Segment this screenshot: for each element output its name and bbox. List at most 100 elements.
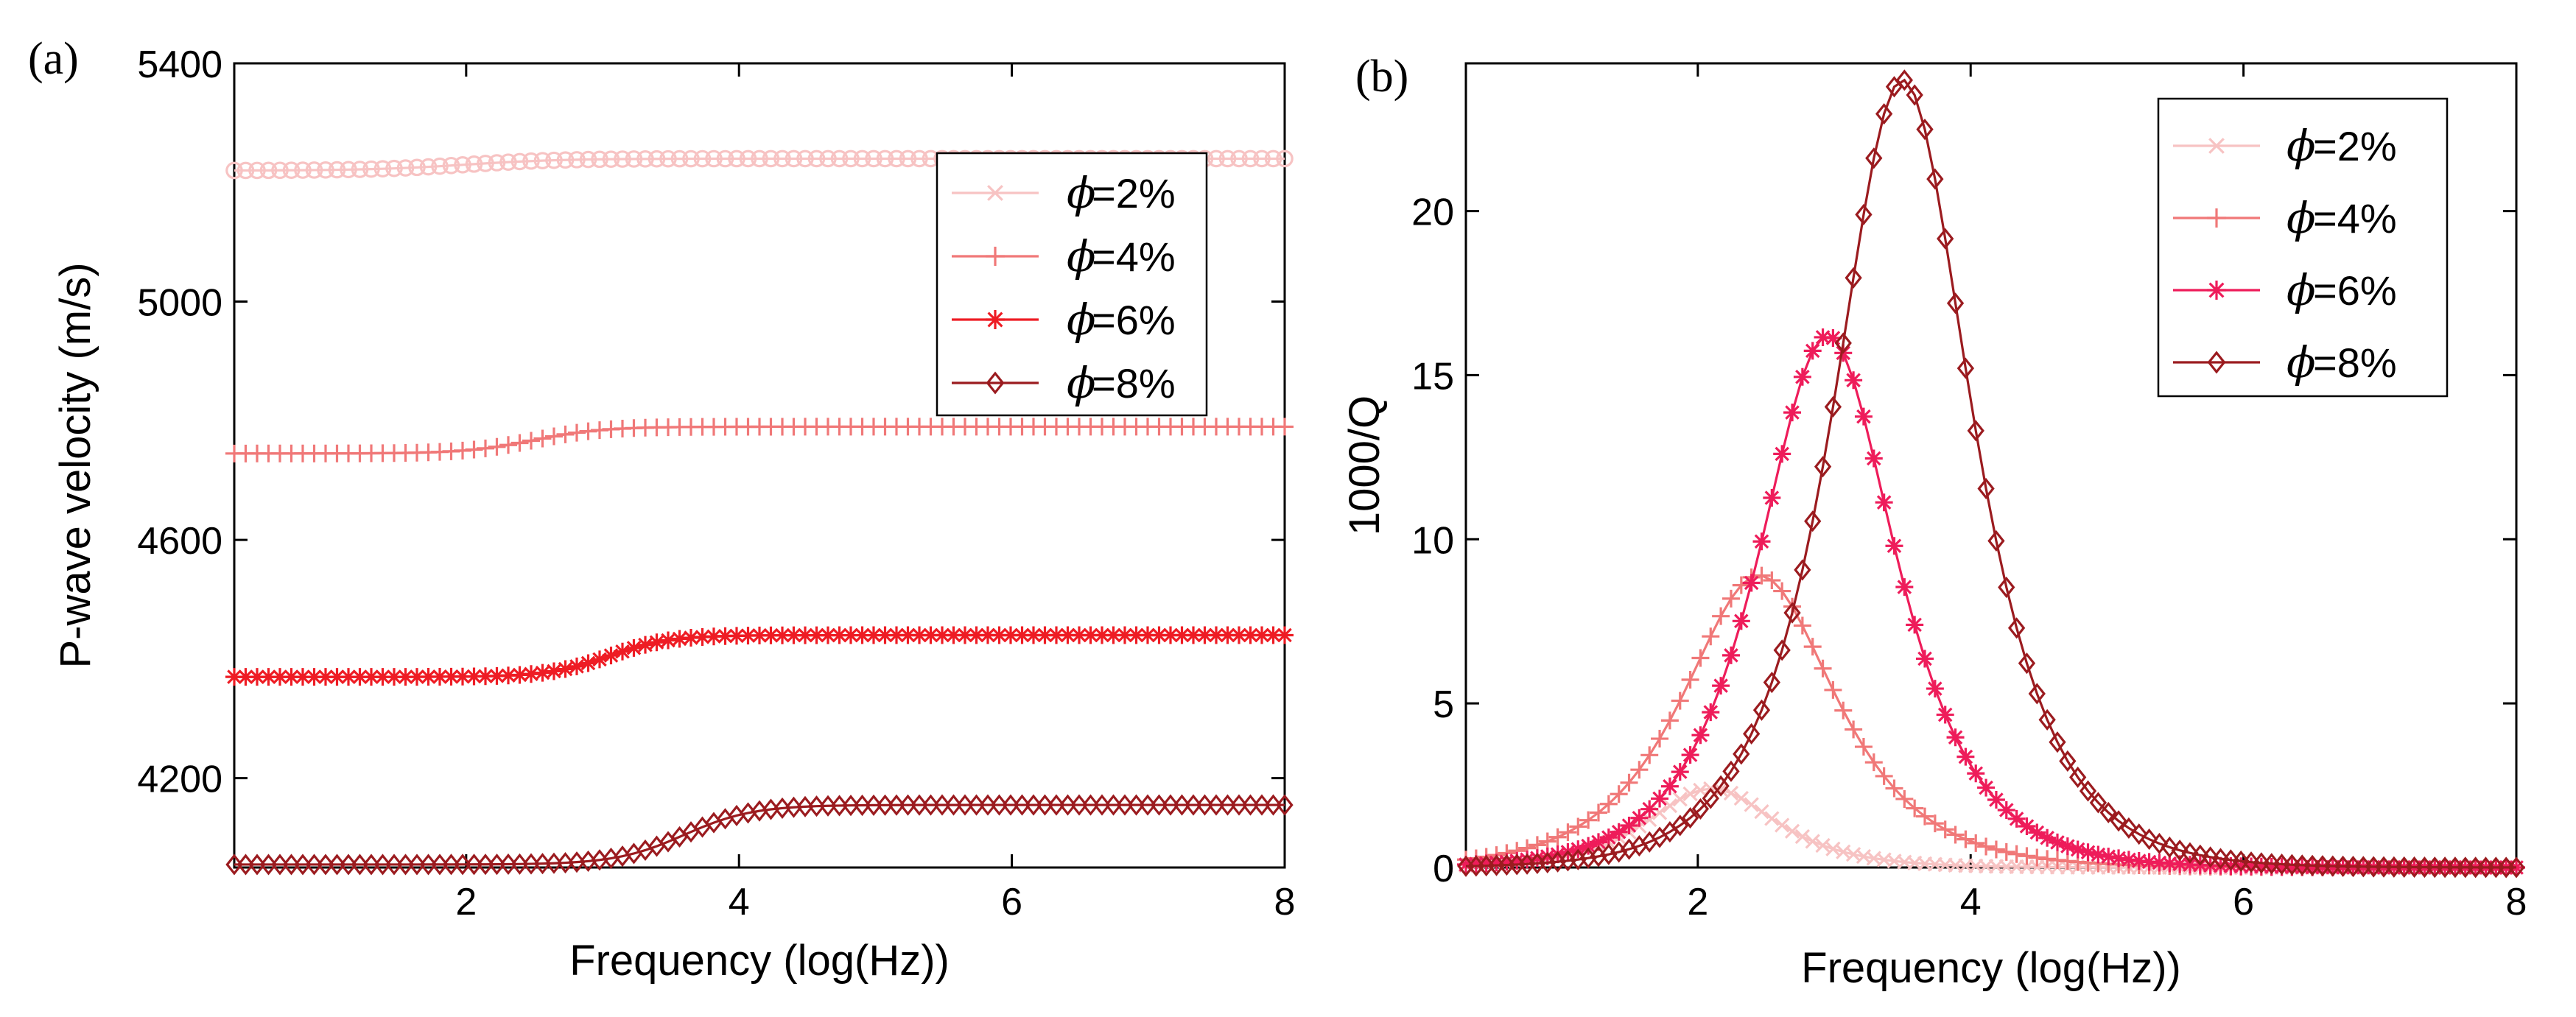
panel-a-point bbox=[910, 794, 928, 816]
panel-b-point bbox=[1803, 342, 1822, 360]
panel-b-point bbox=[1640, 800, 1659, 818]
panel-b-point bbox=[2007, 617, 2026, 639]
panel-a-point bbox=[294, 668, 312, 686]
panel-a-point bbox=[522, 665, 540, 683]
panel-b-point bbox=[1977, 837, 1996, 856]
panel-b-point bbox=[1722, 646, 1740, 664]
panel-b-point bbox=[1864, 449, 1883, 468]
panel-b-point bbox=[1967, 834, 1985, 852]
panel-b-point bbox=[2079, 843, 2097, 862]
panel-a-point bbox=[305, 161, 323, 179]
panel-a-point bbox=[865, 794, 882, 816]
panel-b-point bbox=[1713, 782, 1729, 798]
panel-a-point bbox=[842, 149, 860, 168]
panel-a-point bbox=[796, 626, 814, 644]
panel-a-point bbox=[979, 794, 997, 816]
panel-b-point bbox=[2232, 850, 2250, 872]
panel-b-point bbox=[2202, 846, 2219, 868]
panel-a-point bbox=[1276, 418, 1294, 436]
panel-a-point bbox=[545, 662, 563, 680]
panel-b-point bbox=[1824, 680, 1842, 699]
panel-a-point bbox=[602, 150, 620, 168]
panel-a-point bbox=[853, 794, 871, 817]
panel-a-point bbox=[305, 668, 323, 686]
panel-b-point bbox=[2283, 858, 2301, 876]
panel-a-point bbox=[294, 854, 312, 876]
panel-b-point bbox=[1967, 764, 1985, 783]
panel-a-point bbox=[454, 854, 471, 876]
panel-a-point bbox=[317, 668, 334, 686]
panel-b-point bbox=[2110, 849, 2128, 868]
panel-b-point bbox=[2130, 823, 2148, 845]
panel-b-point bbox=[1712, 607, 1730, 625]
panel-a-point bbox=[636, 636, 654, 654]
panel-a-point bbox=[865, 149, 882, 168]
panel-b-point bbox=[1743, 722, 1761, 745]
panel-b-point bbox=[1538, 832, 1557, 851]
panel-b-point bbox=[1805, 834, 1820, 849]
y-tick-label: 4600 bbox=[137, 520, 222, 563]
legend-marker bbox=[2207, 281, 2226, 300]
panel-b-y-axis-label: 1000/Q bbox=[1341, 395, 1389, 535]
panel-b-point bbox=[1691, 798, 1710, 820]
panel-a-point bbox=[705, 149, 723, 168]
legend-label: =2% bbox=[1092, 170, 1176, 217]
panel-b-point bbox=[1538, 847, 1557, 865]
panel-b-point bbox=[1528, 849, 1546, 868]
panel-b-point bbox=[2252, 857, 2270, 876]
panel-b-point bbox=[1998, 576, 2015, 599]
panel-b-point bbox=[1660, 777, 1679, 795]
panel-b-point bbox=[2140, 828, 2158, 851]
panel-a-point bbox=[796, 149, 814, 168]
panel-b-point bbox=[2058, 837, 2077, 856]
panel-a-point bbox=[933, 794, 951, 816]
panel-b-point bbox=[1651, 730, 1669, 748]
panel-b-point bbox=[1671, 763, 1689, 781]
panel-b-point bbox=[1845, 371, 1863, 390]
panel-a-point bbox=[1264, 626, 1282, 644]
panel-a-point bbox=[1150, 626, 1168, 644]
panel-b-point bbox=[1712, 677, 1730, 695]
panel-a-series bbox=[225, 149, 1294, 876]
panel-b-point bbox=[1803, 638, 1822, 656]
panel-a-point bbox=[1185, 626, 1202, 644]
panel-b-point bbox=[1793, 367, 1811, 386]
panel-a-point bbox=[728, 627, 745, 645]
panel-a-point bbox=[636, 149, 654, 168]
y-tick-label: 10 bbox=[1411, 519, 1454, 562]
panel-a-point bbox=[853, 626, 871, 644]
panel-b-point bbox=[2303, 858, 2322, 876]
panel-b-point bbox=[1987, 529, 2005, 552]
panel-a-point bbox=[682, 149, 700, 168]
panel-a-point bbox=[1276, 149, 1294, 168]
panel-a-point bbox=[396, 159, 415, 177]
panel-b-point bbox=[1610, 785, 1628, 803]
panel-a-point bbox=[853, 149, 871, 168]
panel-a-point bbox=[1104, 794, 1123, 816]
panel-a-point bbox=[990, 794, 1008, 816]
panel-a-point bbox=[1047, 626, 1065, 644]
panel-b-point bbox=[1987, 791, 2005, 809]
panel-b-point bbox=[1477, 854, 1495, 873]
panel-b-point bbox=[1498, 853, 1516, 871]
panel-a-point bbox=[944, 626, 963, 644]
panel-b-point bbox=[1956, 357, 1975, 379]
x-tick-label: 4 bbox=[1960, 881, 1982, 923]
panel-a-point bbox=[545, 852, 563, 874]
panel-b-point bbox=[2161, 854, 2179, 873]
panel-a-point bbox=[807, 149, 826, 168]
panel-b-point bbox=[1937, 228, 1954, 250]
panel-a-point bbox=[225, 668, 243, 686]
panel-b-point bbox=[2018, 817, 2036, 835]
panel-a-point bbox=[1218, 149, 1237, 168]
panel-a-point bbox=[1036, 794, 1054, 816]
panel-a-point bbox=[522, 152, 540, 170]
panel-a-point bbox=[1218, 626, 1237, 644]
panel-a-point bbox=[1013, 794, 1031, 816]
panel-b-point bbox=[1599, 828, 1618, 847]
panel-a-point bbox=[499, 853, 517, 876]
panel-a-point bbox=[1116, 794, 1134, 816]
panel-a-point bbox=[1127, 794, 1145, 816]
panel-a-point bbox=[1207, 626, 1225, 644]
